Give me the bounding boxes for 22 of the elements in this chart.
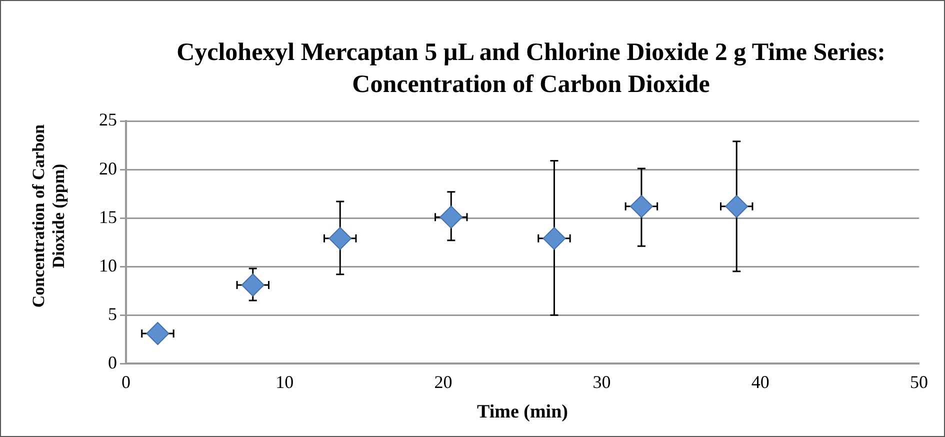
x-tick-label: 40 bbox=[751, 372, 770, 392]
x-tick-label: 10 bbox=[276, 372, 294, 392]
y-tick-label: 10 bbox=[99, 255, 117, 276]
y-axis-title: Concentration of Carbon Dioxide (ppm) bbox=[29, 123, 69, 310]
chart-title: Cyclohexyl Mercaptan 5 µL and Chlorine Dioxide 2 g Time Series: Concentration of Carbon Dioxide bbox=[176, 38, 886, 100]
x-tick-label: 50 bbox=[910, 372, 928, 392]
x-tick-label: 30 bbox=[592, 372, 611, 392]
x-axis-title: Time (min) bbox=[477, 402, 568, 423]
point bbox=[725, 194, 748, 218]
y-tick-label: 15 bbox=[99, 206, 117, 227]
y-tick-label: 25 bbox=[99, 110, 117, 130]
point bbox=[440, 206, 463, 229]
point bbox=[328, 226, 352, 250]
point bbox=[146, 322, 170, 346]
x-tick-label: 20 bbox=[434, 372, 452, 392]
y-tick-label: 0 bbox=[108, 352, 117, 372]
y-tick-label: 20 bbox=[99, 158, 117, 178]
point bbox=[630, 194, 653, 218]
x-tick-label: 0 bbox=[122, 372, 130, 392]
point bbox=[241, 274, 264, 296]
y-tick-label: 5 bbox=[108, 304, 117, 324]
point bbox=[542, 226, 566, 250]
